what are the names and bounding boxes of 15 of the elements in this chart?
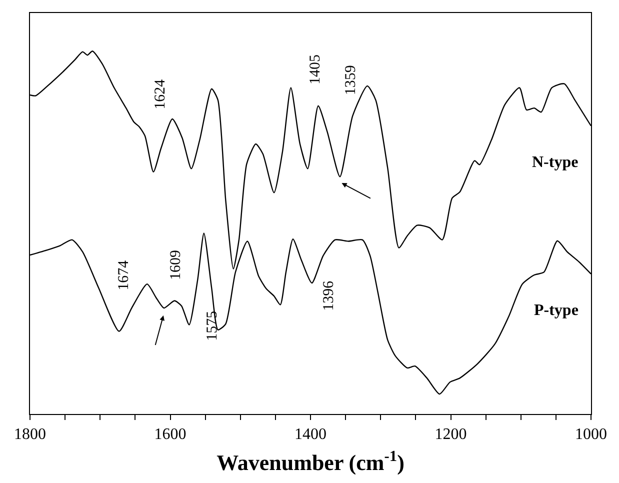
annotation: 1674 bbox=[116, 260, 132, 290]
annotation: 1624 bbox=[152, 78, 168, 110]
annotation: 1359 bbox=[343, 65, 360, 96]
series-label: N-type bbox=[532, 154, 578, 171]
series-label: P-type bbox=[534, 302, 578, 319]
x-tick-label: 1400 bbox=[294, 426, 326, 444]
annotation: 1575 bbox=[204, 310, 220, 341]
annotation: 1396 bbox=[320, 280, 337, 311]
x-tick-label: 1800 bbox=[14, 426, 46, 444]
x-tick-label: 1600 bbox=[154, 426, 186, 444]
x-axis-title: Wavenumber (cm$^{-1}$) bbox=[216, 448, 404, 476]
annotation: 1405 bbox=[308, 54, 324, 84]
x-tick-label: 1200 bbox=[434, 426, 467, 444]
annotation: 1609 bbox=[168, 250, 184, 280]
x-tick-label: 1000 bbox=[575, 426, 607, 444]
